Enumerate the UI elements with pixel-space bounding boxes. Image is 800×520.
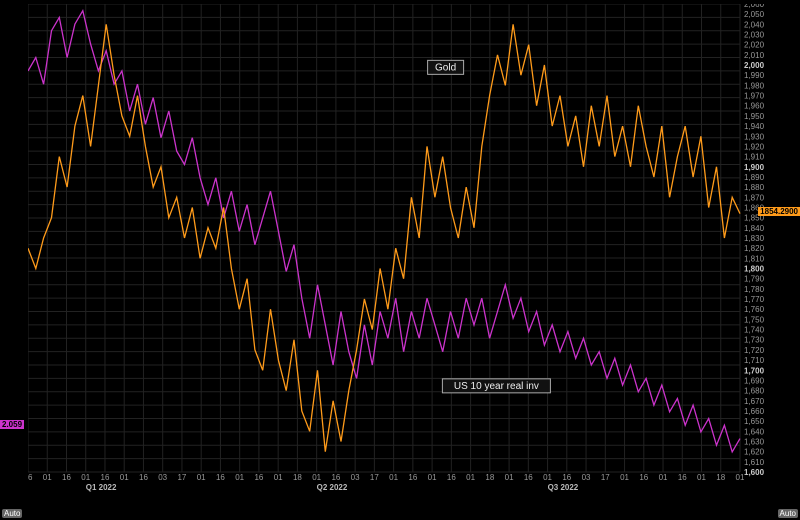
x-quarter-label: Q1 2022 bbox=[86, 483, 117, 492]
right-tick-label: 1,730 bbox=[744, 336, 765, 345]
x-tick-label: 18 bbox=[716, 473, 725, 482]
right-tick-label: 1,830 bbox=[744, 234, 765, 243]
x-tick-label: 16 bbox=[28, 473, 33, 482]
x-quarter-label: Q3 2022 bbox=[548, 483, 579, 492]
series-callout-text: Gold bbox=[435, 62, 456, 73]
x-tick-label: 16 bbox=[139, 473, 148, 482]
right-tick-label: 1,970 bbox=[744, 92, 765, 101]
x-tick-label: 16 bbox=[331, 473, 340, 482]
right-tick-label: 2,000 bbox=[744, 61, 765, 70]
right-tick-label: 2,050 bbox=[744, 10, 765, 19]
x-tick-label: 03 bbox=[582, 473, 591, 482]
right-tick-label: 1,810 bbox=[744, 254, 765, 263]
x-tick-label: 01 bbox=[543, 473, 552, 482]
x-tick-label: 01 bbox=[43, 473, 52, 482]
right-tick-label: 1,690 bbox=[744, 376, 765, 385]
x-tick-label: 01 bbox=[659, 473, 668, 482]
x-tick-label: 16 bbox=[639, 473, 648, 482]
x-tick-label: 01 bbox=[312, 473, 321, 482]
right-tick-label: 1,790 bbox=[744, 275, 765, 284]
right-tick-label: 1,940 bbox=[744, 122, 765, 131]
x-tick-label: 03 bbox=[351, 473, 360, 482]
right-tick-label: 1,670 bbox=[744, 397, 765, 406]
right-tick-label: 1,800 bbox=[744, 265, 765, 274]
x-tick-label: 16 bbox=[408, 473, 417, 482]
right-tick-label: 1,990 bbox=[744, 71, 765, 80]
right-tick-label: 2,010 bbox=[744, 51, 765, 60]
x-tick-label: 01 bbox=[697, 473, 706, 482]
right-tick-label: 1,760 bbox=[744, 305, 765, 314]
right-tick-label: 1,930 bbox=[744, 132, 765, 141]
right-tick-label: 1,750 bbox=[744, 315, 765, 324]
x-tick-label: 01 bbox=[620, 473, 629, 482]
x-tick-label: 01 bbox=[274, 473, 283, 482]
right-tick-label: 1,600 bbox=[744, 468, 765, 477]
right-tick-label: 1,950 bbox=[744, 112, 765, 121]
x-tick-label: 01 bbox=[120, 473, 129, 482]
x-tick-label: 01 bbox=[389, 473, 398, 482]
x-tick-label: 01 bbox=[235, 473, 244, 482]
right-tick-label: 1,610 bbox=[744, 458, 765, 467]
right-tick-label: 1,700 bbox=[744, 366, 765, 375]
dual-axis-timeseries-chart: 16 01 16 01 16 01 16 03 17 01 16 01 16 01 18 01 16 03 17 01… bbox=[0, 0, 800, 520]
x-tick-label: 16 bbox=[62, 473, 71, 482]
x-tick-label: 18 bbox=[293, 473, 302, 482]
x-tick-label: 01 bbox=[197, 473, 206, 482]
chart-plot-area: 16 01 16 01 16 01 16 03 17 01 16 01 16 01 18 01 16 03 17 01… bbox=[28, 4, 768, 494]
right-tick-label: 1,880 bbox=[744, 183, 765, 192]
x-tick-label: 16 bbox=[216, 473, 225, 482]
right-tick-label: 1,900 bbox=[744, 163, 765, 172]
x-tick-label: 01 bbox=[428, 473, 437, 482]
x-tick-label: 16 bbox=[562, 473, 571, 482]
gold-last-price-flag: 1854.2900 bbox=[758, 207, 800, 216]
x-tick-label: 17 bbox=[370, 473, 379, 482]
gold-line bbox=[28, 24, 740, 451]
right-tick-label: 1,920 bbox=[744, 142, 765, 151]
x-tick-label: 16 bbox=[447, 473, 456, 482]
x-tick-label: 16 bbox=[101, 473, 110, 482]
series-callout-text: US 10 year real inv bbox=[454, 381, 539, 392]
right-tick-label: 1,910 bbox=[744, 153, 765, 162]
right-tick-label: 1,710 bbox=[744, 356, 765, 365]
x-quarter-label: Q2 2022 bbox=[317, 483, 348, 492]
real-yield-last-flag: 2.059 bbox=[0, 420, 24, 429]
x-tick-label: 16 bbox=[254, 473, 263, 482]
right-tick-label: 1,630 bbox=[744, 437, 765, 446]
right-tick-label: 2,030 bbox=[744, 31, 765, 40]
right-tick-label: 2,060 bbox=[744, 4, 765, 9]
right-tick-label: 1,980 bbox=[744, 81, 765, 90]
auto-scale-right-badge[interactable]: Auto bbox=[778, 509, 798, 518]
right-tick-label: 2,040 bbox=[744, 20, 765, 29]
right-tick-label: 1,640 bbox=[744, 427, 765, 436]
right-tick-label: 2,020 bbox=[744, 41, 765, 50]
x-tick-label: 01 bbox=[466, 473, 475, 482]
right-tick-label: 1,740 bbox=[744, 326, 765, 335]
right-tick-label: 1,720 bbox=[744, 346, 765, 355]
x-tick-label: 17 bbox=[177, 473, 186, 482]
x-tick-label: 16 bbox=[524, 473, 533, 482]
right-tick-label: 1,680 bbox=[744, 387, 765, 396]
x-tick-label: 01 bbox=[505, 473, 514, 482]
right-tick-label: 1,780 bbox=[744, 285, 765, 294]
right-tick-label: 1,870 bbox=[744, 193, 765, 202]
x-tick-label: 16 bbox=[678, 473, 687, 482]
auto-scale-left-badge[interactable]: Auto bbox=[2, 509, 22, 518]
x-tick-label: 01 bbox=[81, 473, 90, 482]
x-tick-label: 03 bbox=[158, 473, 167, 482]
x-tick-label: 18 bbox=[485, 473, 494, 482]
right-tick-label: 1,960 bbox=[744, 102, 765, 111]
right-tick-label: 1,820 bbox=[744, 244, 765, 253]
right-tick-label: 1,840 bbox=[744, 224, 765, 233]
right-tick-label: 1,660 bbox=[744, 407, 765, 416]
right-tick-label: 1,650 bbox=[744, 417, 765, 426]
right-tick-label: 1,890 bbox=[744, 173, 765, 182]
right-tick-label: 1,620 bbox=[744, 448, 765, 457]
x-tick-label: 17 bbox=[601, 473, 610, 482]
right-tick-label: 1,770 bbox=[744, 295, 765, 304]
